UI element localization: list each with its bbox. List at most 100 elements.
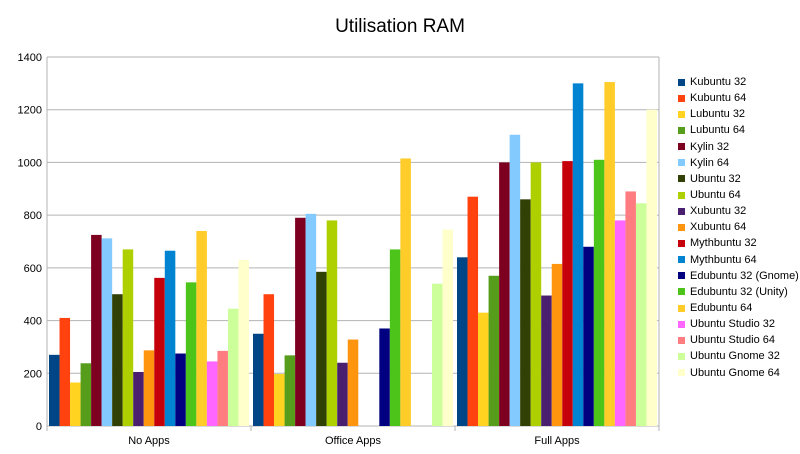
bar <box>80 363 92 426</box>
bar <box>59 317 71 426</box>
legend-label: Kylin 32 <box>690 140 730 153</box>
y-tick-label: 600 <box>24 263 42 275</box>
bar <box>400 158 411 426</box>
legend-label: Ubuntu Gnome 64 <box>690 366 780 379</box>
legend-item: Ubuntu Studio 32 <box>678 316 798 332</box>
legend-label: Xubuntu 32 <box>690 205 747 218</box>
legend-swatch <box>678 223 685 231</box>
bar <box>295 217 306 426</box>
legend-label: Kylin 64 <box>690 156 730 169</box>
legend: Kubuntu 32 Kubuntu 64 Lubuntu 32 Lubuntu 64… <box>678 74 799 381</box>
y-tick-label: 0 <box>36 421 42 433</box>
legend-item: Kubuntu 64 <box>678 90 798 106</box>
legend-swatch <box>678 110 685 118</box>
tick-labels: 0 200 400 600 800 1000 1200 1400 No Apps Office A… <box>18 52 581 447</box>
legend-label: Ubuntu 64 <box>690 189 741 202</box>
bar <box>530 162 542 426</box>
bar <box>253 333 264 426</box>
legend-swatch <box>678 256 685 264</box>
legend-item: Ubuntu 64 <box>678 187 798 203</box>
bar <box>478 312 489 426</box>
bar <box>625 191 636 426</box>
legend-swatch <box>678 78 685 86</box>
bar <box>49 354 60 426</box>
legend-item: Ubuntu Gnome 32 <box>678 348 798 364</box>
legend-swatch <box>678 191 685 199</box>
bar <box>337 362 348 426</box>
legend-swatch <box>678 320 685 328</box>
legend-label: Kubuntu 64 <box>690 92 747 105</box>
bar <box>499 162 510 426</box>
bar <box>70 382 81 426</box>
y-tick-label: 1000 <box>18 157 42 169</box>
bar <box>389 249 401 426</box>
bar <box>316 271 327 426</box>
legend-item: Ubuntu Studio 64 <box>678 332 798 348</box>
bar <box>488 275 500 426</box>
legend-item: Xubuntu 32 <box>678 203 798 219</box>
bar <box>175 353 186 426</box>
bar <box>112 294 123 426</box>
bar <box>467 196 479 426</box>
bar <box>206 361 218 426</box>
y-tick-label: 400 <box>24 316 42 328</box>
bar <box>305 213 317 426</box>
bar <box>520 199 531 426</box>
bar <box>593 159 605 427</box>
legend-label: Ubuntu 32 <box>690 172 741 185</box>
bar <box>91 234 102 426</box>
legend-swatch <box>678 288 685 296</box>
bar <box>604 82 615 427</box>
bar <box>101 238 113 426</box>
bar <box>238 259 249 426</box>
bar <box>185 282 197 426</box>
legend-swatch <box>678 369 685 377</box>
x-tick-label: No Apps <box>128 435 170 447</box>
legend-label: Kubuntu 32 <box>690 76 747 89</box>
legend-label: Edubuntu 32 (Unity) <box>690 285 788 298</box>
bar <box>347 339 359 426</box>
bar <box>583 246 594 426</box>
legend-label: Edubuntu 64 <box>690 302 753 315</box>
legend-item: Mythbuntu 32 <box>678 235 798 251</box>
bar <box>133 371 144 426</box>
bar <box>263 294 275 426</box>
x-tick-label: Full Apps <box>534 435 580 447</box>
legend-item: Ubuntu 32 <box>678 171 798 187</box>
bar <box>379 328 390 426</box>
legend-swatch <box>678 304 685 312</box>
legend-label: Ubuntu Studio 64 <box>690 334 776 347</box>
bar <box>196 230 207 426</box>
legend-item: Edubuntu 32 (Unity) <box>678 284 798 300</box>
legend-swatch <box>678 94 685 102</box>
bar <box>274 374 285 426</box>
bar <box>562 161 573 426</box>
legend-swatch <box>678 336 685 344</box>
legend-swatch <box>678 207 685 215</box>
bar <box>509 134 521 426</box>
legend-item: Edubuntu 32 (Gnome) <box>678 268 799 284</box>
bar <box>164 250 176 426</box>
x-tick-label: Office Apps <box>325 435 382 447</box>
legend-swatch <box>678 126 685 134</box>
chart-title: Utilisation RAM <box>335 16 465 37</box>
legend-swatch <box>678 239 685 247</box>
legend-item: Ubuntu Gnome 64 <box>678 365 798 381</box>
y-tick-label: 1400 <box>18 52 42 64</box>
legend-swatch <box>678 159 685 167</box>
legend-label: Edubuntu 32 (Gnome) <box>690 269 799 282</box>
legend-item: Mythbuntu 64 <box>678 252 798 268</box>
legend-swatch <box>678 352 685 360</box>
legend-label: Mythbuntu 32 <box>690 237 757 250</box>
legend-item: Xubuntu 64 <box>678 219 798 235</box>
legend-swatch <box>678 175 685 183</box>
bar <box>326 220 338 426</box>
legend-item: Kylin 64 <box>678 155 798 171</box>
legend-swatch <box>678 272 685 280</box>
legend-item: Edubuntu 64 <box>678 300 798 316</box>
bar <box>635 203 647 426</box>
y-tick-label: 200 <box>24 368 42 380</box>
legend-label: Ubuntu Studio 32 <box>690 318 776 331</box>
legend-item: Lubuntu 64 <box>678 122 798 138</box>
